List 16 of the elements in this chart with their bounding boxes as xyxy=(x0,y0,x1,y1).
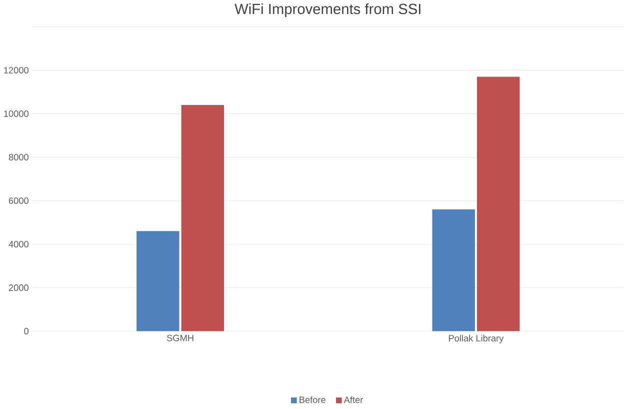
y-tick-label: 6000 xyxy=(8,198,28,204)
bar xyxy=(136,231,180,332)
y-tick-label: 0 xyxy=(24,328,29,335)
legend-label: After xyxy=(344,396,364,404)
x-tick-label: SGMH xyxy=(166,334,194,342)
chart-title: WiFi Improvements from SSI xyxy=(234,4,420,18)
y-tick-label: 4000 xyxy=(8,241,28,248)
bar xyxy=(181,105,224,332)
bar xyxy=(432,210,475,332)
x-tick-label: Pollak Library xyxy=(448,334,504,344)
y-tick-label: 12000 xyxy=(4,67,28,74)
y-tick-label: 2000 xyxy=(8,284,28,292)
bar xyxy=(476,76,520,332)
legend-label: Before xyxy=(300,396,326,404)
y-tick-label: 8000 xyxy=(8,154,28,161)
y-tick-label: 10000 xyxy=(4,110,28,118)
